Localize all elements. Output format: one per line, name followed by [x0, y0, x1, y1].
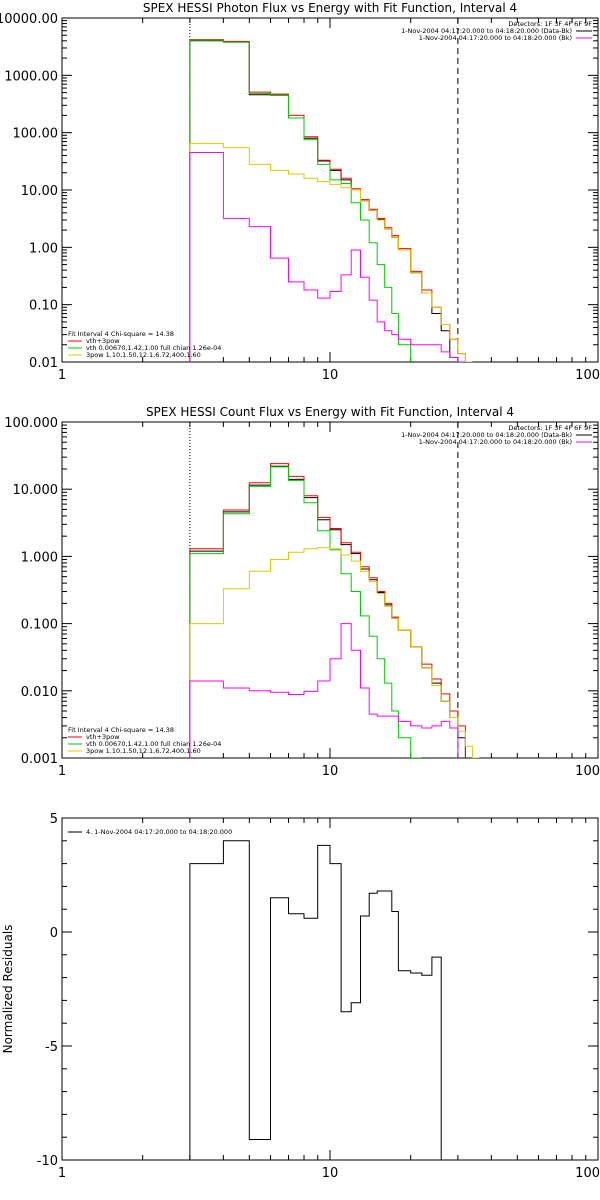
y-tick-label: 0.100	[21, 618, 58, 633]
x-tick-label: 1	[58, 368, 66, 383]
legend-right-entry: 1-Nov-2004 04:17:20.000 to 04:18:20.000 …	[401, 431, 572, 439]
y-tick-label: 5	[50, 812, 58, 827]
legend-left-entry: 3pow 1.10,1.50,12.1,6.72,400,1.60	[86, 351, 201, 359]
legend-left-entry: Fit Interval 4 Chi-square = 14.38	[68, 330, 174, 338]
y-tick-label: 10.00	[21, 184, 58, 199]
y-tick-label: 0.001	[21, 752, 58, 767]
y-tick-label: 1.000	[21, 550, 58, 565]
y-tick-label: 0.010	[21, 685, 58, 700]
y-tick-label: 100.000	[4, 416, 58, 431]
legend-right-entry: 1-Nov-2004 04:17:20.000 to 04:18:20.000 …	[419, 34, 572, 42]
x-tick-label: 1	[58, 1166, 66, 1181]
legend-left-entry: vth+3pow	[86, 733, 120, 741]
series-bk	[189, 623, 459, 758]
plot-frame	[61, 421, 599, 759]
chart-title: SPEX HESSI Photon Flux vs Energy with Fi…	[143, 1, 517, 15]
y-tick-label: 1.00	[29, 241, 58, 256]
legend-left-entry: Fit Interval 4 Chi-square = 14.38	[68, 726, 174, 734]
y-tick-label: 100.00	[13, 127, 59, 142]
series-bk	[189, 152, 466, 362]
legend-entry: 4. 1-Nov-2004 04:17:20.000 to 04:18:20.0…	[86, 828, 232, 836]
series-data-bk	[189, 40, 459, 362]
y-tick-label: 0.01	[29, 356, 58, 371]
y-tick-label: 1000.00	[4, 69, 58, 84]
y-tick-label: 0	[50, 926, 58, 941]
x-tick-label: 100	[575, 1166, 600, 1181]
series-3pow	[189, 547, 480, 758]
y-axis-label: Normalized Residuals	[1, 925, 15, 1054]
plot-frame	[61, 17, 599, 363]
x-tick-label: 1	[58, 764, 66, 779]
y-tick-label: -10	[37, 1154, 58, 1169]
chart-title: SPEX HESSI Count Flux vs Energy with Fit…	[146, 405, 514, 419]
legend-left-entry: 3pow 1.10,1.50,12.1,6.72,400,1.60	[86, 747, 201, 755]
plot-frame	[61, 817, 599, 1161]
chart-1: SPEX HESSI Photon Flux vs Energy with Fi…	[0, 1, 600, 383]
series-vth	[189, 39, 412, 362]
legend-right-entry: Detectors: 1F 3F 4F 6F 9F	[508, 424, 592, 432]
legend-left-entry: vth 0.00670,1.42,1.00 full chian 1.26e-0…	[86, 740, 221, 748]
series-vth-3pow	[189, 463, 466, 758]
legend-left-entry: vth+3pow	[86, 337, 120, 345]
x-tick-label: 100	[575, 368, 600, 383]
series-vth-3pow	[189, 39, 466, 362]
legend-right-entry: Detectors: 1F 3F 4F 6F 9F	[508, 20, 592, 28]
x-tick-label: 10	[322, 764, 339, 779]
x-tick-label: 10	[322, 368, 339, 383]
series-residuals	[189, 840, 442, 1160]
chart-2: SPEX HESSI Count Flux vs Energy with Fit…	[4, 405, 600, 779]
series-vth	[189, 466, 422, 758]
chart-3: 1 10 100 -10 -5 0 5 Normalized Residuals 4. 1-No…	[1, 812, 600, 1181]
series-3pow	[189, 142, 473, 362]
x-tick-label: 100	[575, 764, 600, 779]
x-tick-label: 10	[322, 1166, 339, 1181]
y-tick-label: -5	[45, 1040, 58, 1055]
legend-right-entry: 1-Nov-2004 04:17:20.000 to 04:18:20.000 …	[419, 438, 572, 446]
legend-right-entry: 1-Nov-2004 04:17:20.000 to 04:18:20.000 …	[401, 27, 572, 35]
y-tick-label: 10.000	[13, 483, 59, 498]
y-tick-label: 10000.00	[0, 12, 58, 27]
legend-left-entry: vth 0.00670,1.42,1.00 full chian 1.26e-0…	[86, 344, 221, 352]
y-tick-label: 0.10	[29, 299, 58, 314]
